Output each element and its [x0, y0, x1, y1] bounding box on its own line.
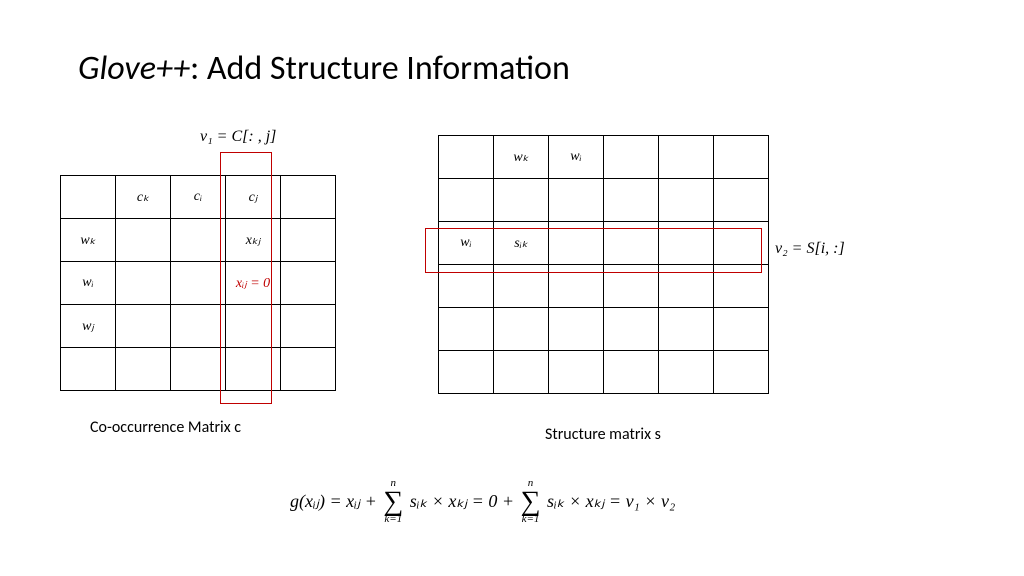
cell-empty [439, 265, 494, 308]
cell-empty [604, 222, 659, 265]
cell-empty [659, 136, 714, 179]
cell-empty [714, 136, 769, 179]
formula-part3: sᵢₖ × xₖⱼ = v₁ × v₂ [547, 491, 675, 511]
cell-empty [171, 219, 226, 262]
cell-empty [604, 308, 659, 351]
cell-empty [549, 308, 604, 351]
cell-empty [659, 265, 714, 308]
cell-empty [714, 265, 769, 308]
cell-empty [549, 179, 604, 222]
cell-empty [494, 308, 549, 351]
cell-c-j: cⱼ [226, 176, 281, 219]
cell-c-k: cₖ [116, 176, 171, 219]
v2-label: v₂ = S[i, :] [775, 240, 845, 258]
cell-s-ik: sᵢₖ [494, 222, 549, 265]
cell-empty [659, 179, 714, 222]
cell-empty [61, 348, 116, 391]
cell-empty [659, 308, 714, 351]
cell-empty [116, 305, 171, 348]
cell-empty [439, 136, 494, 179]
cell-w-k: wₖ [61, 219, 116, 262]
cell-empty [494, 265, 549, 308]
cell-empty [714, 308, 769, 351]
sum-2: n ∑ k=1 [520, 478, 540, 525]
cell-empty [439, 308, 494, 351]
cell-empty [494, 179, 549, 222]
cell-empty [494, 351, 549, 394]
cell-empty [281, 219, 336, 262]
cell-x-ij-zero: xᵢⱼ = 0 [226, 262, 281, 305]
cell-empty [171, 305, 226, 348]
cell-empty [439, 179, 494, 222]
title-rest: : Add Structure Information [190, 48, 570, 89]
cell-empty [604, 351, 659, 394]
cell-empty [281, 176, 336, 219]
cell-empty [439, 351, 494, 394]
structure-matrix: wₖ wᵢ wᵢ sᵢₖ [438, 135, 769, 394]
cell-empty [604, 136, 659, 179]
cell-empty [549, 265, 604, 308]
formula: g(xᵢⱼ) = xᵢⱼ + n ∑ k=1 sᵢₖ × xₖⱼ = 0 + n… [290, 478, 675, 525]
right-caption: Structure matrix s [545, 425, 661, 444]
cell-x-kj: xₖⱼ [226, 219, 281, 262]
cell-empty [549, 351, 604, 394]
left-caption: Co-occurrence Matrix c [90, 418, 241, 437]
cell-c-i: cᵢ [171, 176, 226, 219]
cell-empty [61, 176, 116, 219]
cell-empty [549, 222, 604, 265]
cooccurrence-matrix: cₖ cᵢ cⱼ wₖ xₖⱼ wᵢ xᵢⱼ = 0 wⱼ [60, 175, 336, 391]
cell-empty [226, 348, 281, 391]
cell-w-i-row: wᵢ [439, 222, 494, 265]
cell-empty [714, 351, 769, 394]
formula-part2: sᵢₖ × xₖⱼ = 0 + [410, 491, 519, 511]
cell-empty [714, 222, 769, 265]
page-title: Glove++: Add Structure Information [78, 48, 570, 89]
cell-empty [714, 179, 769, 222]
cell-empty [226, 305, 281, 348]
v1-label: v₁ = C[: , j] [200, 128, 276, 146]
cell-empty [116, 348, 171, 391]
formula-part1: g(xᵢⱼ) = xᵢⱼ + [290, 491, 381, 511]
cell-empty [659, 351, 714, 394]
cell-empty [171, 262, 226, 305]
cell-w-k-top: wₖ [494, 136, 549, 179]
cell-empty [281, 348, 336, 391]
cell-w-j: wⱼ [61, 305, 116, 348]
sum-1: n ∑ k=1 [383, 478, 403, 525]
cell-empty [281, 305, 336, 348]
cell-w-i: wᵢ [61, 262, 116, 305]
cell-empty [116, 262, 171, 305]
cell-empty [604, 179, 659, 222]
cell-empty [659, 222, 714, 265]
cell-empty [171, 348, 226, 391]
cell-empty [604, 265, 659, 308]
cell-w-i-top: wᵢ [549, 136, 604, 179]
cell-empty [116, 219, 171, 262]
title-emphasis: Glove++ [78, 48, 190, 89]
cell-empty [281, 262, 336, 305]
